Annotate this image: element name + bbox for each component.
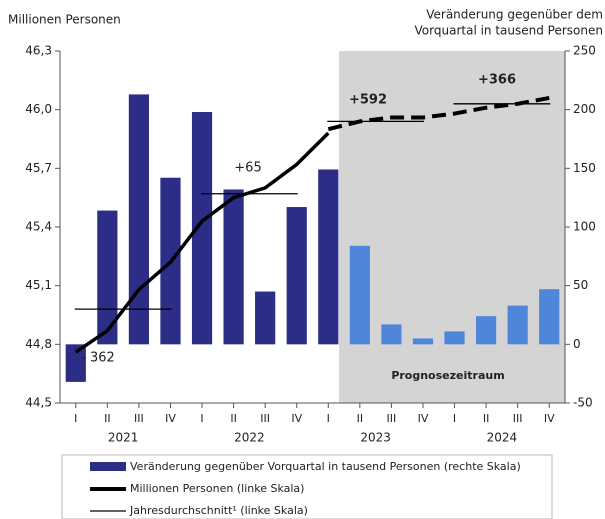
- annotation: +366: [478, 73, 516, 88]
- y2-axis-title: Vorquartal in tausend Personen: [415, 24, 603, 38]
- bar: [191, 112, 213, 345]
- year-label: 2023: [360, 431, 391, 445]
- bar: [318, 169, 339, 345]
- year-label: 2021: [108, 431, 139, 445]
- x-tick-label: I: [200, 412, 203, 425]
- line-series: [74, 131, 330, 354]
- x-tick-label: IV: [418, 412, 429, 425]
- y-tick-label: 45,7: [25, 161, 52, 175]
- bar: [475, 316, 497, 345]
- legend-label: Jahresdurchschnitt¹ (linke Skala): [129, 504, 308, 517]
- y2-tick-label: 50: [573, 278, 588, 292]
- bar: [412, 338, 434, 345]
- x-tick-label: IV: [544, 412, 555, 425]
- x-tick-label: I: [327, 412, 330, 425]
- legend-swatch: [90, 462, 126, 471]
- y2-tick-label: -50: [573, 396, 593, 410]
- y2-tick-label: 250: [573, 44, 596, 58]
- x-tick-label: I: [74, 412, 77, 425]
- year-label: 2022: [234, 431, 265, 445]
- bar: [349, 245, 370, 345]
- bar: [507, 305, 528, 345]
- y-axis-title: Millionen Personen: [8, 13, 121, 27]
- bar: [97, 210, 118, 345]
- x-tick-label: III: [387, 412, 397, 425]
- y-tick-label: 45,1: [25, 278, 52, 292]
- y-tick-label: 45,4: [25, 220, 52, 234]
- y2-tick-label: 100: [573, 220, 596, 234]
- y2-tick-label: 200: [573, 102, 596, 116]
- y2-tick-label: 150: [573, 161, 596, 175]
- annotation: +592: [349, 93, 387, 108]
- annotation: - 362: [81, 351, 115, 366]
- line-series: [327, 95, 550, 132]
- x-tick-label: IV: [165, 412, 176, 425]
- bar: [223, 189, 244, 345]
- y2-tick-label: 0: [573, 337, 581, 351]
- x-tick-label: II: [483, 412, 490, 425]
- x-tick-label: II: [230, 412, 237, 425]
- x-tick-label: II: [104, 412, 111, 425]
- x-tick-label: I: [453, 412, 456, 425]
- year-label: 2024: [487, 431, 518, 445]
- annotation: +65: [234, 161, 261, 176]
- bar: [444, 331, 465, 345]
- bar: [286, 207, 307, 345]
- legend-label: Millionen Personen (linke Skala): [130, 482, 304, 495]
- bar: [65, 344, 86, 382]
- bar: [381, 324, 402, 345]
- x-tick-label: II: [357, 412, 364, 425]
- legend-box: [61, 454, 553, 519]
- x-tick-label: III: [260, 412, 270, 425]
- x-tick-label: III: [134, 412, 144, 425]
- y-tick-label: 44,8: [25, 337, 52, 351]
- x-tick-label: IV: [291, 412, 302, 425]
- bar: [539, 289, 560, 345]
- y-tick-label: 46,3: [25, 44, 52, 58]
- shade-label: Prognosezeitraum: [391, 369, 504, 382]
- y-tick-label: 44,5: [25, 396, 52, 410]
- legend-label: Veränderung gegenüber Vorquartal in taus…: [130, 460, 521, 473]
- y-tick-label: 46,0: [25, 102, 52, 116]
- y2-axis-title: Veränderung gegenüber dem: [426, 8, 603, 22]
- bar: [255, 291, 276, 345]
- bar: [128, 94, 150, 345]
- x-tick-label: III: [513, 412, 523, 425]
